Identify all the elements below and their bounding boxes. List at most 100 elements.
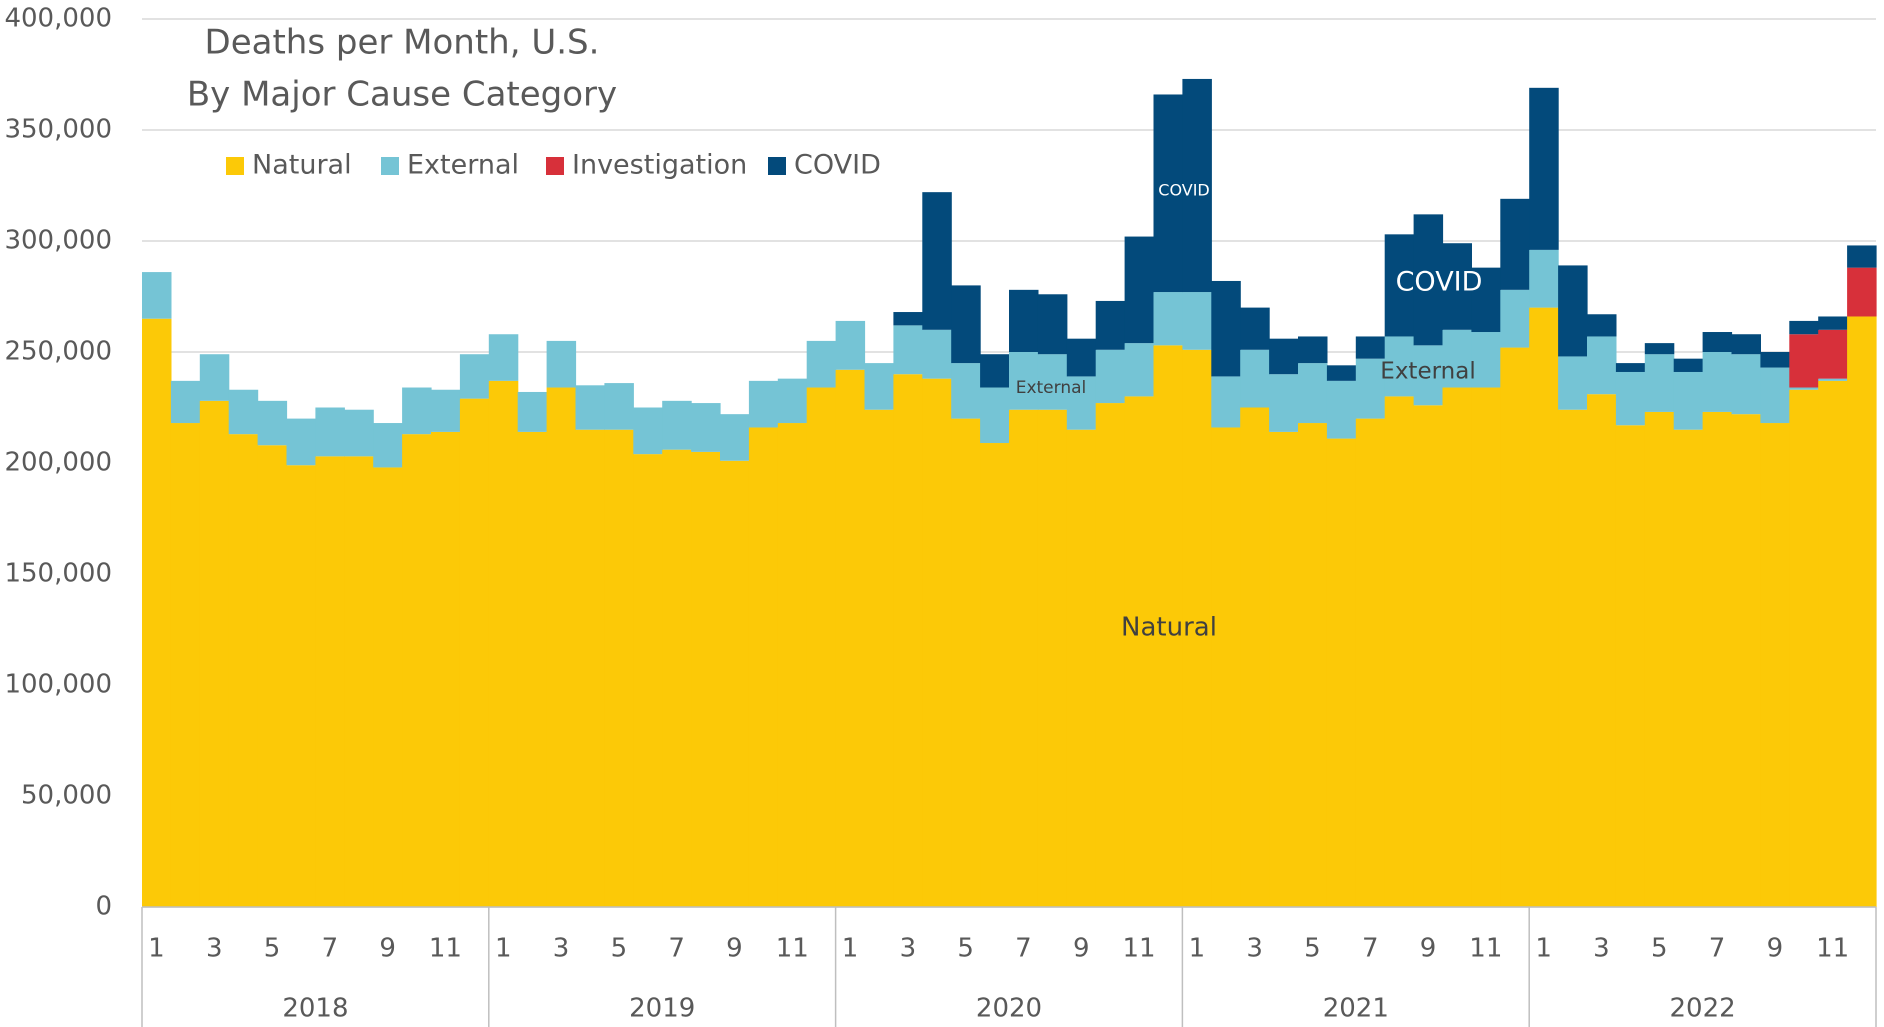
bar-segment	[1009, 409, 1039, 907]
bar-segment	[1066, 338, 1097, 377]
legend-label: External	[407, 150, 519, 181]
y-tick-label: 200,000	[4, 448, 112, 478]
bar-segment	[286, 418, 316, 466]
bar-segment	[1355, 336, 1386, 359]
bar-segment	[922, 378, 952, 907]
bar-segment	[864, 363, 894, 410]
bar-segment	[1298, 423, 1328, 907]
bar-segment	[662, 400, 692, 450]
bar-segment	[893, 374, 923, 907]
bar-segment	[1760, 423, 1790, 907]
bar-segment	[1240, 307, 1270, 350]
bar-segment	[1442, 387, 1472, 907]
bar-segment	[1818, 329, 1848, 379]
x-tick-label: 7	[668, 934, 685, 964]
legend-label: Investigation	[572, 150, 747, 181]
bar-segment	[1558, 265, 1588, 357]
bar-segment	[1789, 320, 1819, 335]
bar-segment	[373, 467, 403, 907]
x-tick-label: 11	[429, 934, 462, 964]
bar-segment	[488, 334, 519, 381]
y-tick-label: 150,000	[4, 559, 112, 589]
year-label: 2020	[976, 994, 1042, 1024]
x-tick-label: 9	[1073, 934, 1090, 964]
bar-segment	[402, 387, 432, 435]
bar-segment	[1644, 411, 1675, 907]
bar-segment	[835, 369, 866, 907]
bar-segment	[1384, 396, 1415, 907]
bar-segment	[1298, 336, 1328, 364]
bar-segment	[1818, 380, 1848, 907]
bar-segment	[777, 378, 808, 424]
x-tick-label: 11	[1816, 934, 1849, 964]
bar-segment	[1644, 354, 1675, 412]
bar-segment	[1558, 409, 1588, 907]
bar-segment	[1789, 334, 1819, 388]
x-tick-label: 1	[148, 934, 165, 964]
bar-segment	[1760, 367, 1790, 424]
bar-segment	[1153, 345, 1183, 908]
year-label: 2021	[1323, 994, 1389, 1024]
bar-segment	[1615, 371, 1646, 426]
y-tick-label: 400,000	[4, 4, 112, 34]
bar-segment	[1615, 425, 1646, 907]
bar-segment	[1500, 289, 1530, 348]
bar-segment	[228, 389, 259, 435]
x-tick-label: 11	[1123, 934, 1156, 964]
x-tick-label: 9	[1767, 934, 1784, 964]
bar-segment	[720, 460, 750, 907]
bar-segment	[980, 354, 1010, 388]
bar-segment	[1124, 236, 1155, 344]
bar-segment	[604, 429, 634, 907]
bar-segment	[1818, 316, 1848, 330]
bar-segment	[142, 272, 172, 319]
legend-swatch	[546, 157, 564, 175]
y-tick-label: 300,000	[4, 226, 112, 256]
x-tick-label: 3	[900, 934, 917, 964]
bar-segment	[1615, 363, 1646, 372]
legend-swatch	[381, 157, 399, 175]
bar-segment	[1009, 289, 1039, 352]
bar-segment	[1558, 356, 1588, 410]
bar-segment	[1269, 374, 1299, 432]
y-tick-label: 250,000	[4, 337, 112, 367]
bar-segment	[1471, 387, 1501, 907]
bar-segment	[1587, 394, 1617, 907]
bar-segment	[748, 380, 779, 428]
bar-segment	[1124, 396, 1155, 907]
bar-segment	[604, 383, 634, 430]
x-tick-label: 5	[611, 934, 628, 964]
bar-segment	[1442, 243, 1472, 330]
bar-segment	[1413, 405, 1444, 907]
bar-segment	[257, 445, 288, 907]
bar-segment	[980, 443, 1010, 907]
bar-segment	[1182, 78, 1212, 293]
bar-segment	[1413, 345, 1444, 406]
bar-segment	[951, 418, 981, 907]
bar-segment	[1789, 389, 1819, 907]
bar-segment	[1529, 87, 1559, 250]
annotation: External	[1380, 359, 1475, 385]
bar-segment	[228, 434, 259, 907]
bar-segment	[1037, 354, 1068, 410]
bar-segment	[1673, 429, 1704, 907]
bar-segment	[1124, 343, 1155, 397]
bar-segment	[1587, 336, 1617, 395]
x-tick-label: 7	[1362, 934, 1379, 964]
y-tick-label: 0	[95, 892, 112, 922]
bar-segment	[517, 431, 548, 907]
annotation: COVID	[1396, 267, 1483, 298]
x-tick-label: 11	[1469, 934, 1502, 964]
bar-segment	[720, 414, 750, 461]
bar-segment	[1326, 380, 1357, 439]
year-label: 2018	[282, 994, 348, 1024]
bar-segment	[1355, 358, 1386, 419]
bar-segment	[662, 449, 692, 907]
bar-segment	[575, 429, 605, 907]
bar-segment	[980, 387, 1010, 444]
bar-segment	[1182, 292, 1212, 350]
x-tick-label: 5	[264, 934, 281, 964]
bar-segment	[575, 385, 605, 430]
bar-segment	[691, 403, 721, 452]
